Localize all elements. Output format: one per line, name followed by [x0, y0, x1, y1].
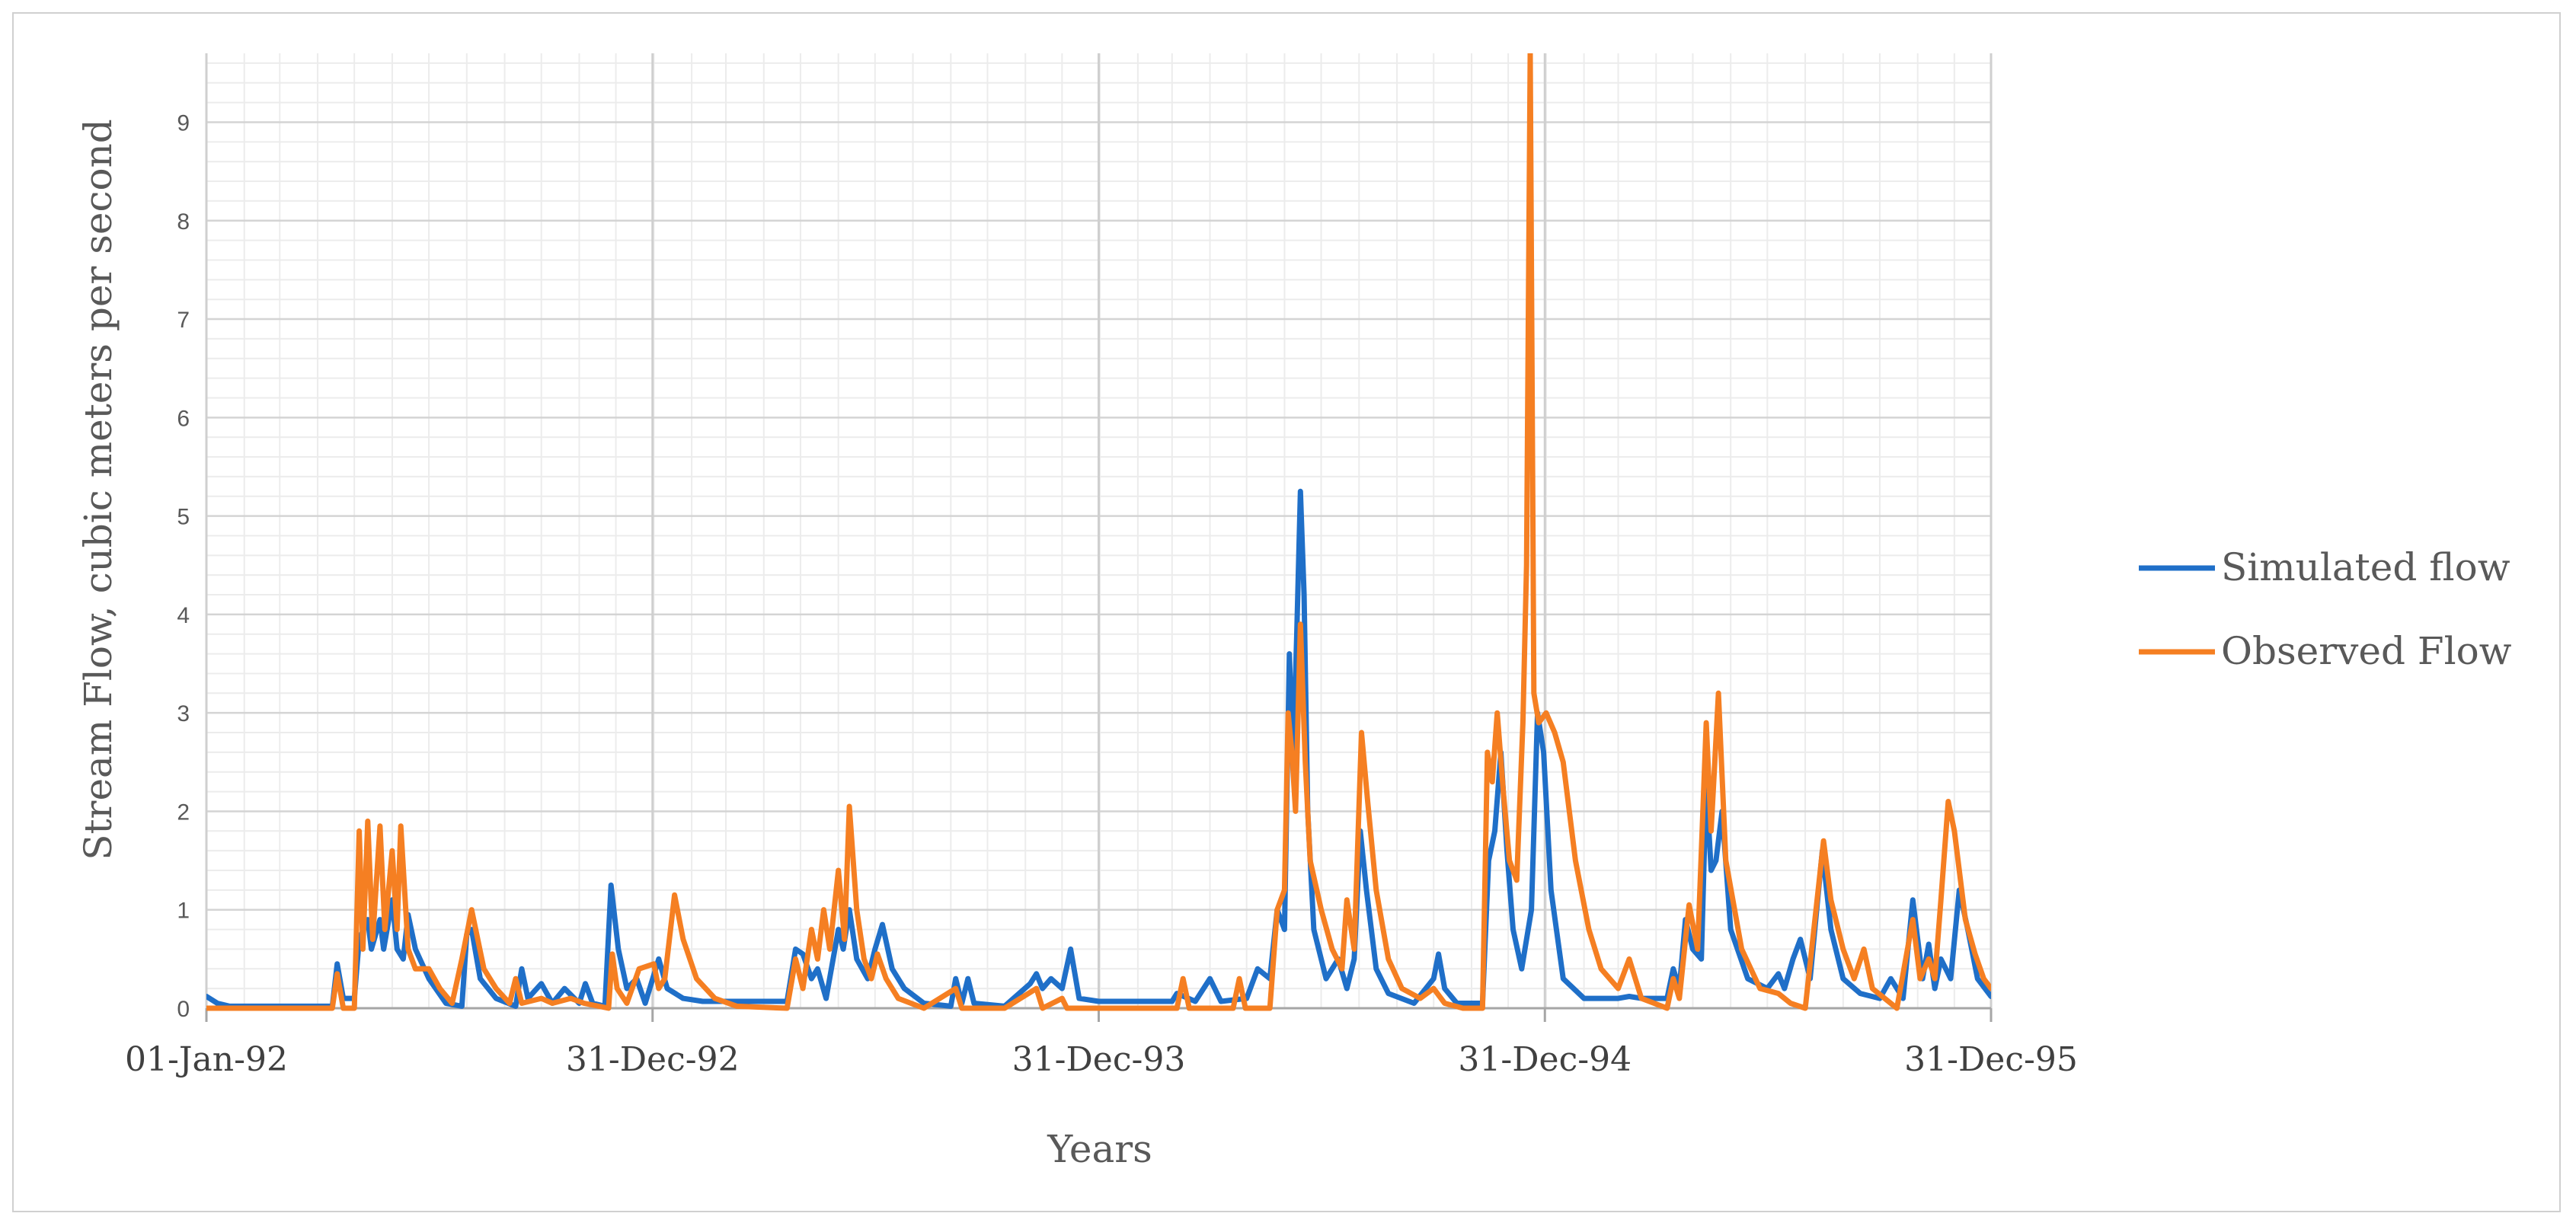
- legend-label-observed-flow: Observed Flow: [2221, 629, 2512, 673]
- series-line-observed-flow: [206, 53, 1991, 1011]
- x-tick-label: 31-Dec-94: [1458, 1040, 1632, 1079]
- y-tick-label: 1: [177, 899, 190, 924]
- y-tick-label: 3: [177, 701, 190, 726]
- x-axis-title: Years: [1047, 1127, 1152, 1171]
- x-tick-label: 01-Jan-92: [125, 1040, 288, 1079]
- legend: Simulated flow Observed Flow: [2139, 545, 2512, 673]
- y-tick-label: 5: [177, 505, 190, 530]
- y-tick-label: 2: [177, 800, 190, 825]
- y-tick-label: 0: [177, 997, 190, 1022]
- x-tick-label: 31-Dec-92: [566, 1040, 740, 1079]
- gridlines: [205, 53, 1993, 1010]
- data-series: [206, 53, 1991, 1011]
- y-tick-label: 7: [177, 308, 190, 333]
- legend-label-simulated-flow: Simulated flow: [2221, 545, 2510, 589]
- series-line-simulated-flow: [206, 488, 1991, 1009]
- x-tick-label: 31-Dec-93: [1012, 1040, 1186, 1079]
- chart-frame: 0 1 2 3 4 5 6 7 8 9 01-Jan-92 31-Dec-92 31-Dec-93 31…: [12, 12, 2561, 1212]
- line-chart: 0 1 2 3 4 5 6 7 8 9 01-Jan-92 31-Dec-92 31-Dec-93 31…: [76, 53, 2512, 1171]
- y-tick-label: 4: [177, 603, 190, 628]
- y-tick-label: 8: [177, 209, 190, 235]
- x-axis-ticks: 01-Jan-92 31-Dec-92 31-Dec-93 31-Dec-94 31-D…: [125, 1008, 2078, 1079]
- y-axis-ticks: 0 1 2 3 4 5 6 7 8 9: [177, 110, 190, 1022]
- y-axis-title: Stream Flow, cubic meters per second: [76, 119, 120, 860]
- y-tick-label: 6: [177, 406, 190, 431]
- x-tick-label: 31-Dec-95: [1904, 1040, 2078, 1079]
- y-tick-label: 9: [177, 110, 190, 136]
